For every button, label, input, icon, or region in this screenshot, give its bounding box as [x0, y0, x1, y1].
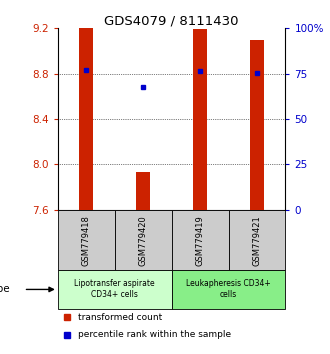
Text: GSM779419: GSM779419 [196, 216, 205, 266]
Text: GSM779418: GSM779418 [82, 216, 91, 267]
Text: percentile rank within the sample: percentile rank within the sample [78, 330, 231, 339]
Bar [250, 40, 264, 210]
Bar [58, 270, 172, 309]
Text: GSM779420: GSM779420 [139, 216, 148, 266]
Bar [172, 210, 228, 270]
Text: transformed count: transformed count [78, 313, 162, 322]
Text: Leukapheresis CD34+
cells: Leukapheresis CD34+ cells [186, 279, 271, 299]
Bar [193, 29, 207, 210]
Title: GDS4079 / 8111430: GDS4079 / 8111430 [104, 14, 239, 27]
Bar [79, 28, 93, 210]
Text: cell type: cell type [0, 284, 9, 295]
Bar [58, 210, 115, 270]
Text: Lipotransfer aspirate
CD34+ cells: Lipotransfer aspirate CD34+ cells [74, 279, 155, 299]
Bar [228, 210, 285, 270]
Bar [136, 172, 150, 210]
Bar [115, 210, 172, 270]
Text: GSM779421: GSM779421 [252, 216, 261, 266]
Bar [172, 270, 285, 309]
